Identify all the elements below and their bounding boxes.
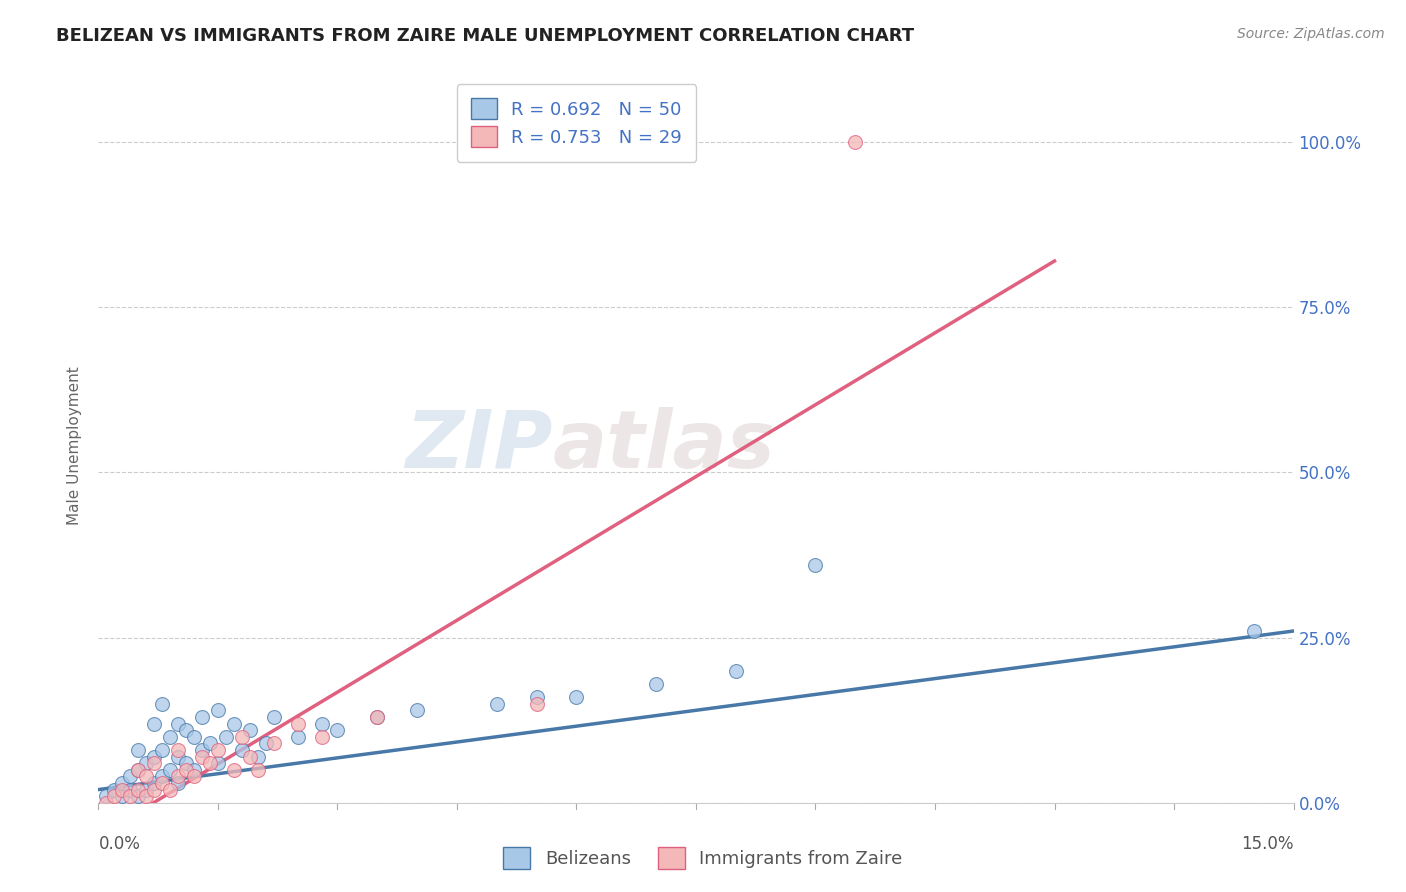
Point <box>804 558 827 572</box>
Point <box>724 664 747 678</box>
Point <box>159 730 181 744</box>
Point <box>246 749 269 764</box>
Point <box>174 763 197 777</box>
Point <box>167 776 190 790</box>
Point <box>222 716 245 731</box>
Point <box>111 776 134 790</box>
Point <box>239 723 262 738</box>
Point <box>143 756 166 771</box>
Point <box>150 697 173 711</box>
Point <box>207 756 229 771</box>
Point <box>183 730 205 744</box>
Point <box>198 756 221 771</box>
Point <box>326 723 349 738</box>
Point <box>263 710 285 724</box>
Point <box>246 763 269 777</box>
Legend: R = 0.692   N = 50, R = 0.753   N = 29: R = 0.692 N = 50, R = 0.753 N = 29 <box>457 84 696 161</box>
Point <box>159 782 181 797</box>
Point <box>143 782 166 797</box>
Point <box>143 749 166 764</box>
Point <box>198 736 221 750</box>
Point <box>120 789 142 804</box>
Point <box>263 736 285 750</box>
Point <box>366 710 388 724</box>
Text: 15.0%: 15.0% <box>1241 835 1294 853</box>
Point <box>406 703 429 717</box>
Text: ZIP: ZIP <box>405 407 553 485</box>
Point <box>159 763 181 777</box>
Point <box>103 782 125 797</box>
Point <box>127 789 149 804</box>
Point <box>207 743 229 757</box>
Point <box>565 690 588 704</box>
Point <box>127 743 149 757</box>
Point <box>191 749 214 764</box>
Point <box>366 710 388 724</box>
Point <box>844 135 866 149</box>
Point <box>127 763 149 777</box>
Point <box>167 749 190 764</box>
Point <box>254 736 277 750</box>
Point <box>231 743 253 757</box>
Point <box>135 789 157 804</box>
Point <box>191 710 214 724</box>
Point <box>143 716 166 731</box>
Point <box>231 730 253 744</box>
Point <box>135 782 157 797</box>
Point <box>111 789 134 804</box>
Point <box>143 776 166 790</box>
Point <box>174 756 197 771</box>
Text: atlas: atlas <box>553 407 775 485</box>
Point <box>111 782 134 797</box>
Text: BELIZEAN VS IMMIGRANTS FROM ZAIRE MALE UNEMPLOYMENT CORRELATION CHART: BELIZEAN VS IMMIGRANTS FROM ZAIRE MALE U… <box>56 27 914 45</box>
Point <box>150 776 173 790</box>
Legend: Belizeans, Immigrants from Zaire: Belizeans, Immigrants from Zaire <box>495 838 911 879</box>
Text: 0.0%: 0.0% <box>98 835 141 853</box>
Point <box>167 716 190 731</box>
Point <box>485 697 508 711</box>
Point <box>239 749 262 764</box>
Point <box>150 769 173 783</box>
Point <box>526 690 548 704</box>
Point <box>174 723 197 738</box>
Point <box>645 677 668 691</box>
Point <box>311 716 333 731</box>
Point <box>311 730 333 744</box>
Point <box>167 743 190 757</box>
Point <box>150 743 173 757</box>
Point <box>287 716 309 731</box>
Point <box>127 763 149 777</box>
Point <box>222 763 245 777</box>
Point <box>526 697 548 711</box>
Point <box>183 769 205 783</box>
Point <box>120 769 142 783</box>
Point <box>120 782 142 797</box>
Point <box>215 730 238 744</box>
Point <box>183 763 205 777</box>
Point <box>287 730 309 744</box>
Y-axis label: Male Unemployment: Male Unemployment <box>67 367 83 525</box>
Text: Source: ZipAtlas.com: Source: ZipAtlas.com <box>1237 27 1385 41</box>
Point <box>1243 624 1265 638</box>
Point <box>207 703 229 717</box>
Point <box>96 796 118 810</box>
Point <box>135 756 157 771</box>
Point <box>103 789 125 804</box>
Point <box>127 782 149 797</box>
Point <box>191 743 214 757</box>
Point <box>167 769 190 783</box>
Point <box>135 769 157 783</box>
Point <box>96 789 118 804</box>
